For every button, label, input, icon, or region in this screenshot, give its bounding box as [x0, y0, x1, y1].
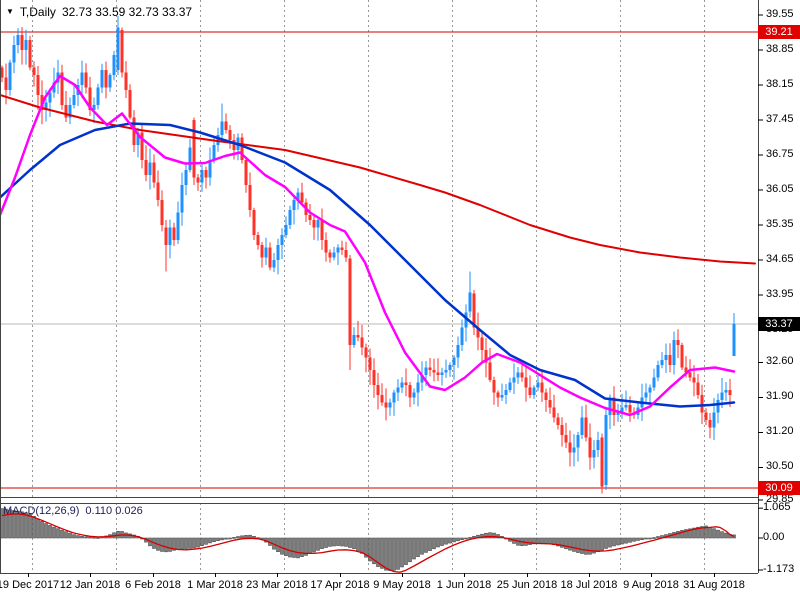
price-badge-resistance: 39.21: [758, 25, 800, 39]
date-tick-label: 17 Apr 2018: [310, 579, 370, 591]
date-tick-label: 9 Aug 2018: [623, 579, 679, 591]
date-tick-label: 23 Mar 2018: [246, 579, 308, 591]
date-tick-label: 18 Jul 2018: [560, 579, 618, 591]
ohlc-readout: 32.73 33.59 32.73 33.37: [61, 5, 193, 19]
macd-indicator-label: MACD(12,26,9) 0.110 0.026: [3, 505, 143, 517]
price-tick-label: 30.50: [766, 460, 794, 472]
price-tick-label: 29.85: [766, 493, 794, 505]
macd-values: 0.110 0.026: [85, 505, 143, 517]
price-tick-label: 35.35: [766, 218, 794, 230]
price-tick-label: 37.45: [766, 113, 794, 125]
date-tick-label: 31 Aug 2018: [683, 579, 745, 591]
price-badge-current: 33.37: [758, 317, 800, 331]
date-tick-label: 12 Jan 2018: [59, 579, 121, 591]
price-tick-label: 31.90: [766, 390, 794, 402]
macd-tick-label: -1.173: [763, 563, 795, 575]
price-tick-label: 33.95: [766, 288, 794, 300]
price-tick-label: 36.75: [766, 148, 794, 160]
price-tick-label: 39.55: [766, 8, 794, 20]
macd-tick-label: 1.065: [763, 501, 791, 513]
price-tick-label: 34.65: [766, 253, 794, 265]
symbol-timeframe-label: T,Daily: [19, 5, 56, 19]
date-tick-label: 25 Jun 2018: [496, 579, 558, 591]
macd-tick-label: 0.00: [763, 531, 785, 543]
date-tick-label: 6 Feb 2018: [125, 579, 181, 591]
date-tick-label: 19 Dec 2017: [0, 579, 60, 591]
date-tick-label: 1 Mar 2018: [187, 579, 243, 591]
price-tick-label: 38.15: [766, 78, 794, 90]
price-tick-label: 36.05: [766, 183, 794, 195]
price-tick-label: 31.20: [766, 425, 794, 437]
price-tick-label: 38.85: [766, 43, 794, 55]
macd-name: MACD(12,26,9): [3, 505, 80, 517]
price-tick-label: 32.60: [766, 355, 794, 367]
chart-title: ▼ T,Daily 32.73 33.59 32.73 33.37: [6, 5, 192, 19]
symbol-dropdown-icon[interactable]: ▼: [6, 7, 14, 16]
date-tick-label: 9 May 2018: [373, 579, 431, 591]
date-tick-label: 1 Jun 2018: [436, 579, 492, 591]
price-badge-support: 30.09: [758, 481, 800, 495]
